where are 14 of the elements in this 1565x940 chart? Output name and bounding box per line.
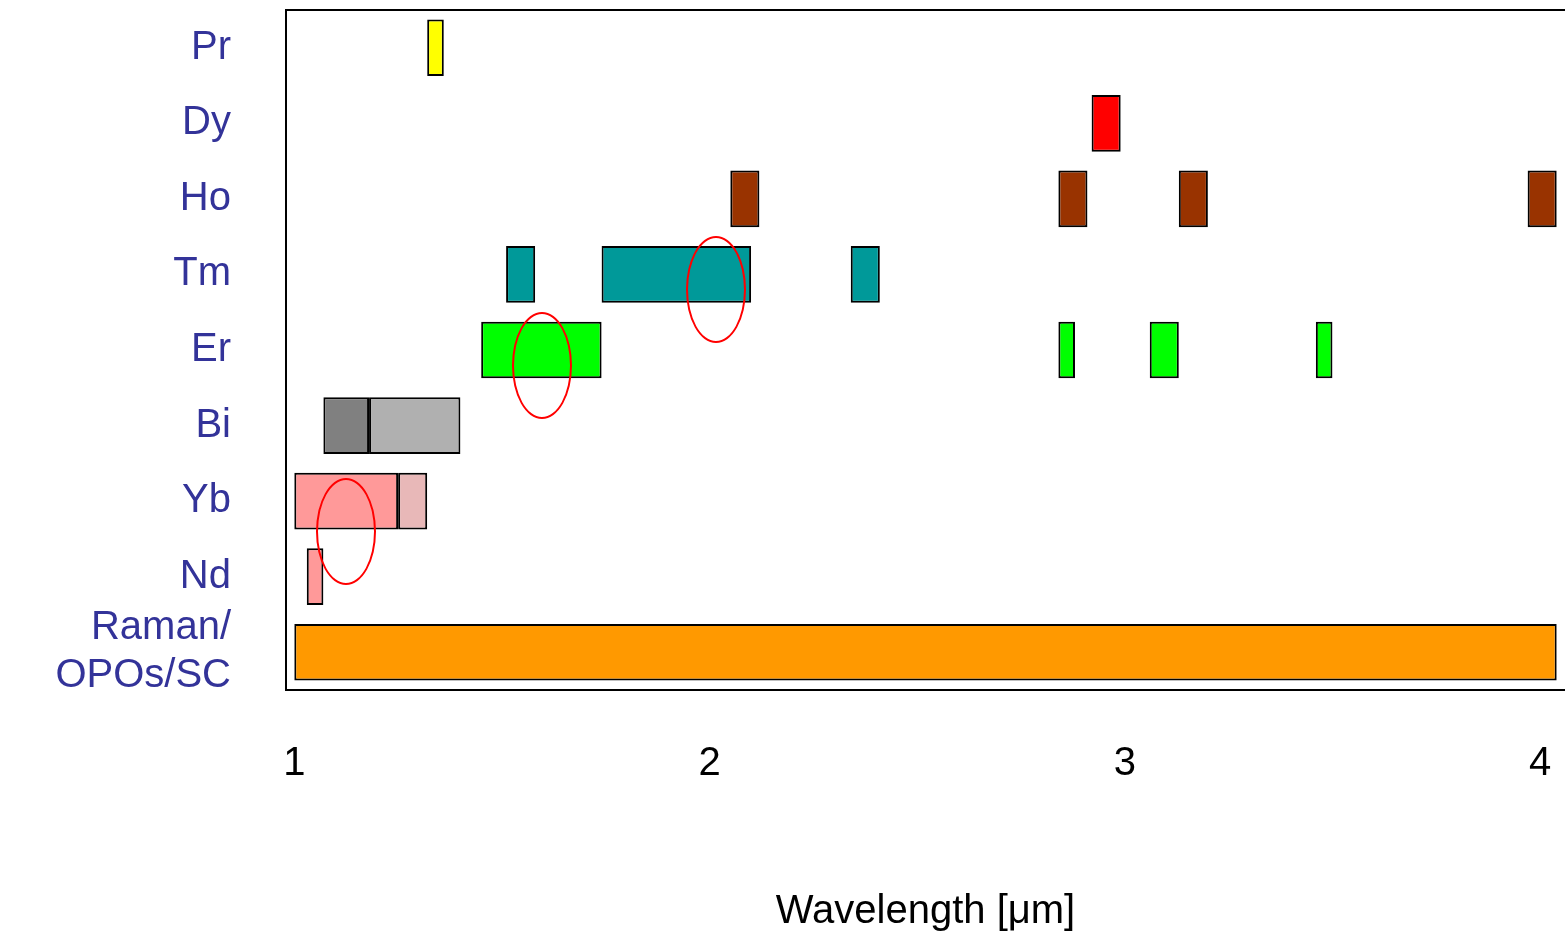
y-tick-label: Er (191, 325, 231, 370)
y-tick-label: Raman/ OPOs/SC (55, 603, 232, 696)
x-tick-label: 4 (1528, 739, 1552, 784)
y-tick-label: Nd (179, 551, 231, 596)
y-tick-label: Tm (173, 249, 231, 294)
y-tick-label: Pr (191, 22, 231, 67)
x-axis-title: Wavelength [μm] (775, 887, 1076, 932)
y-tick-label: Dy (182, 98, 231, 143)
x-tick-label: 2 (698, 739, 721, 784)
y-tick-label: Ho (179, 173, 231, 218)
x-tick-label: 1 (283, 739, 306, 784)
x-tick-label: 3 (1113, 739, 1136, 784)
y-tick-label: Bi (195, 400, 231, 445)
y-tick-label: Yb (182, 476, 231, 521)
